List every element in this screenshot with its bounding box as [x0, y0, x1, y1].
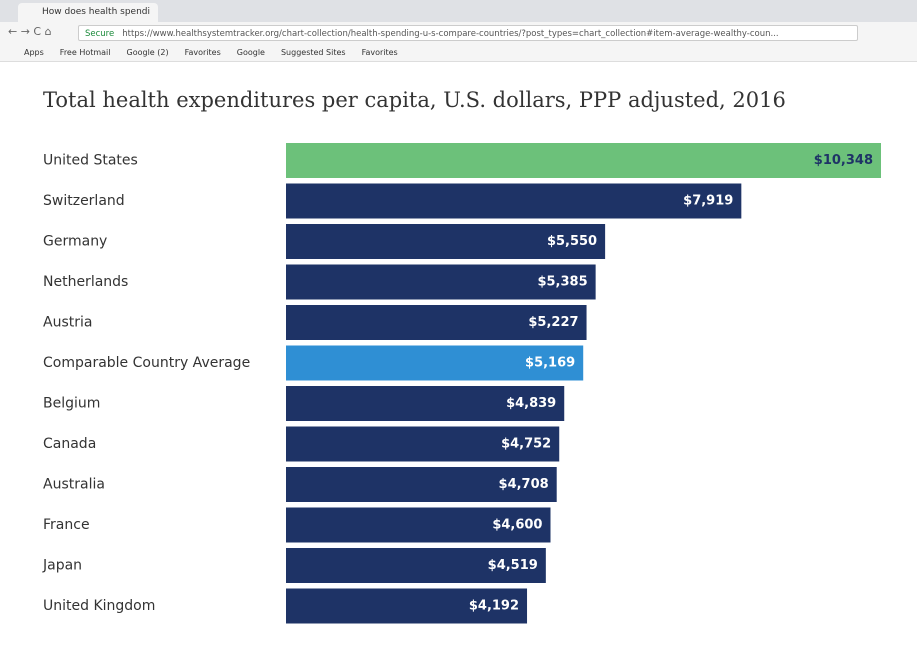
value-label: $4,192	[469, 599, 519, 614]
value-label: $4,752	[501, 437, 551, 452]
toolbar: ← → C ⌂ Secure https://www.healthsystemtr…	[0, 22, 917, 44]
tab[interactable]: How does health spendi	[18, 3, 158, 22]
bar	[286, 427, 559, 462]
bar	[286, 386, 564, 421]
bar	[286, 143, 881, 178]
category-label: Switzerland	[43, 193, 125, 209]
bar	[286, 467, 557, 502]
bookmark[interactable]: Suggested Sites	[281, 48, 346, 57]
bar	[286, 589, 527, 624]
bookmark[interactable]: Apps	[24, 48, 44, 57]
tab-strip: How does health spendi	[0, 0, 917, 22]
category-label: Japan	[42, 558, 82, 574]
address-bar[interactable]: Secure https://www.healthsystemtracker.or…	[78, 25, 858, 41]
category-label: United States	[43, 153, 138, 169]
value-label: $10,348	[814, 153, 873, 168]
nav-buttons[interactable]: ← → C ⌂	[8, 25, 52, 38]
bookmark[interactable]: Google	[237, 48, 265, 57]
category-label: Germany	[43, 234, 107, 250]
bar	[286, 346, 583, 381]
value-label: $5,385	[537, 275, 587, 290]
bar	[286, 548, 546, 583]
value-label: $4,600	[492, 518, 542, 533]
value-label: $7,919	[683, 194, 733, 209]
bookmark[interactable]: Google (2)	[127, 48, 169, 57]
chart-title: Total health expenditures per capita, U.…	[43, 88, 786, 112]
bar	[286, 224, 605, 259]
category-label: France	[43, 517, 90, 533]
value-label: $5,169	[525, 356, 575, 371]
bar	[286, 305, 587, 340]
category-label: Austria	[43, 315, 92, 331]
chart: Total health expenditures per capita, U.…	[0, 0, 917, 648]
bar	[286, 508, 550, 543]
bookmarks-bar: Apps Free Hotmail Google (2) Favorites Googl…	[0, 44, 917, 62]
category-label: Australia	[43, 477, 105, 493]
category-label: United Kingdom	[43, 598, 155, 614]
bookmark[interactable]: Favorites	[362, 48, 398, 57]
value-label: $4,519	[488, 558, 538, 573]
value-label: $4,839	[506, 396, 556, 411]
secure-label: Secure	[85, 29, 114, 39]
bookmark[interactable]: Favorites	[185, 48, 221, 57]
value-label: $5,550	[547, 234, 597, 249]
page: How does health spendi ← → C ⌂ Secure htt…	[0, 0, 917, 648]
category-label: Belgium	[43, 396, 100, 412]
bookmark[interactable]: Free Hotmail	[60, 48, 111, 57]
url: https://www.healthsystemtracker.org/char…	[122, 29, 778, 39]
category-label: Netherlands	[43, 274, 128, 290]
value-label: $4,708	[499, 477, 549, 492]
value-label: $5,227	[528, 315, 578, 330]
category-label: Canada	[43, 436, 96, 452]
category-label: Comparable Country Average	[43, 355, 250, 371]
bar	[286, 265, 596, 300]
bar	[286, 184, 741, 219]
